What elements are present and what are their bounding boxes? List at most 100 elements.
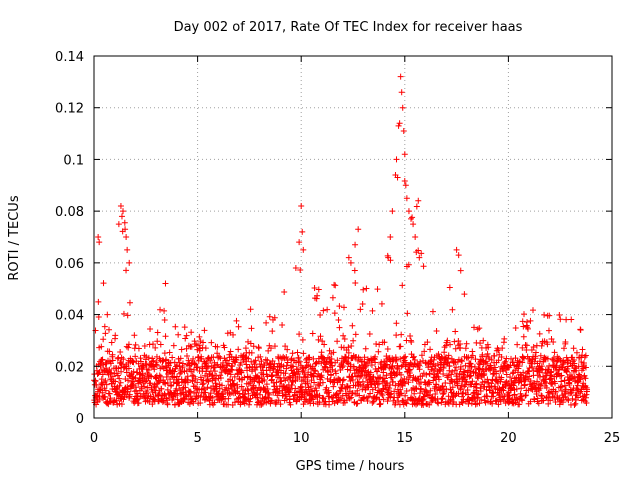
- data-point-marker: [207, 357, 214, 364]
- data-point-marker: [227, 348, 234, 355]
- data-point-marker: [372, 353, 379, 360]
- data-point-marker: [468, 400, 475, 407]
- data-point-marker: [106, 326, 113, 333]
- data-point-marker: [100, 336, 107, 343]
- data-point-marker: [278, 367, 285, 374]
- data-point-marker: [443, 342, 450, 349]
- data-point-marker: [460, 368, 467, 375]
- data-point-marker: [520, 323, 527, 330]
- data-point-marker: [538, 342, 545, 349]
- data-point-marker: [118, 213, 125, 220]
- data-point-marker: [432, 390, 439, 397]
- data-point-marker: [383, 372, 390, 379]
- data-point-marker: [394, 174, 401, 181]
- data-point-marker: [350, 376, 357, 383]
- data-point-marker: [534, 378, 541, 385]
- data-point-marker: [153, 359, 160, 366]
- data-point-marker: [397, 343, 404, 350]
- data-point-marker: [495, 401, 502, 408]
- data-point-marker: [435, 400, 442, 407]
- data-point-marker: [407, 332, 414, 339]
- data-point-marker: [417, 358, 424, 365]
- data-point-marker: [196, 342, 202, 349]
- data-point-marker: [547, 369, 554, 376]
- data-point-marker: [306, 354, 313, 361]
- data-point-marker: [126, 391, 133, 398]
- data-point-marker: [471, 363, 478, 370]
- data-point-marker: [154, 380, 161, 387]
- data-point-marker: [186, 401, 193, 408]
- data-point-marker: [116, 375, 123, 382]
- data-point-marker: [511, 391, 518, 398]
- data-point-marker: [205, 355, 212, 362]
- data-point-marker: [472, 381, 479, 388]
- data-point-marker: [518, 378, 525, 385]
- data-point-marker: [377, 400, 384, 407]
- data-point-marker: [404, 396, 411, 403]
- data-point-marker: [265, 347, 272, 354]
- data-point-marker: [518, 385, 525, 392]
- data-point-marker: [132, 341, 139, 348]
- data-point-marker: [376, 341, 383, 348]
- data-point-marker: [221, 344, 228, 351]
- data-point-marker: [402, 380, 409, 387]
- data-point-marker: [438, 364, 445, 371]
- data-point-marker: [314, 292, 321, 299]
- data-point-marker: [475, 391, 482, 398]
- data-point-marker: [219, 363, 226, 370]
- data-point-marker: [330, 349, 337, 356]
- data-point-marker: [199, 365, 206, 372]
- data-point-marker: [112, 332, 119, 339]
- data-point-marker: [584, 386, 591, 393]
- data-point-marker: [197, 394, 204, 401]
- data-point-marker: [573, 391, 580, 398]
- data-point-marker: [372, 359, 379, 366]
- data-point-marker: [164, 379, 171, 386]
- data-point-marker: [182, 335, 189, 342]
- data-point-marker: [413, 203, 420, 210]
- data-point-marker: [365, 393, 372, 400]
- data-point-marker: [396, 120, 403, 127]
- data-point-marker: [320, 307, 327, 314]
- data-point-marker: [481, 372, 488, 379]
- data-point-marker: [380, 396, 387, 403]
- data-point-marker: [500, 368, 507, 375]
- data-point-marker: [97, 386, 104, 393]
- grid-lines: [94, 56, 612, 418]
- data-point-marker: [113, 385, 120, 392]
- data-point-marker: [205, 363, 212, 370]
- data-point-marker: [560, 399, 567, 406]
- data-point-marker: [373, 394, 380, 401]
- data-point-marker: [162, 380, 169, 387]
- data-point-marker: [316, 382, 323, 389]
- data-point-marker: [458, 357, 465, 364]
- data-point-marker: [151, 366, 158, 373]
- data-point-marker: [308, 395, 315, 402]
- data-point-marker: [433, 381, 440, 388]
- data-point-marker: [486, 355, 493, 362]
- data-point-marker: [99, 356, 106, 363]
- data-point-marker: [292, 264, 299, 271]
- data-point-marker: [535, 400, 542, 407]
- data-point-marker: [354, 387, 361, 394]
- data-point-marker: [99, 389, 106, 396]
- data-point-marker: [157, 306, 164, 313]
- data-point-marker: [543, 384, 550, 391]
- data-point-marker: [452, 345, 459, 352]
- data-point-marker: [384, 398, 391, 405]
- data-point-marker: [117, 348, 124, 355]
- data-point-marker: [474, 394, 481, 401]
- data-point-marker: [116, 382, 123, 389]
- y-axis-label: ROTI / TECUs: [7, 195, 22, 280]
- data-point-marker: [271, 314, 278, 321]
- data-point-marker: [561, 382, 568, 389]
- data-point-marker: [352, 331, 359, 338]
- data-point-marker: [446, 284, 453, 291]
- data-point-marker: [429, 308, 436, 315]
- data-point-marker: [395, 122, 402, 129]
- data-point-marker: [212, 376, 219, 383]
- data-point-marker: [194, 364, 201, 371]
- data-point-marker: [473, 384, 480, 391]
- data-point-marker: [118, 401, 125, 408]
- data-point-marker: [247, 340, 254, 347]
